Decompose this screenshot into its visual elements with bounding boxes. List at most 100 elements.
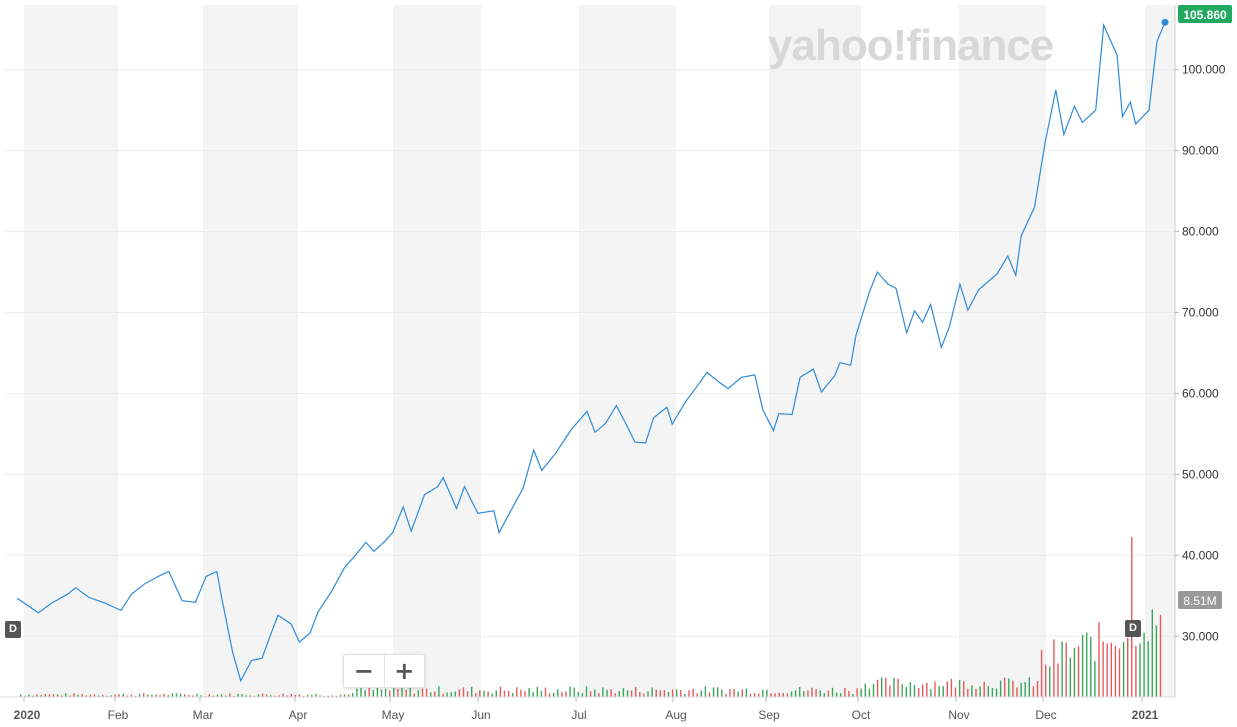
volume-bar bbox=[700, 690, 702, 697]
volume-bar bbox=[249, 695, 251, 697]
volume-bar bbox=[462, 687, 465, 697]
volume-bar bbox=[1081, 634, 1084, 697]
volume-bar bbox=[1151, 609, 1153, 697]
volume-bar bbox=[786, 693, 789, 697]
x-tick-label: Jul bbox=[571, 708, 586, 722]
volume-bar bbox=[356, 688, 358, 697]
volume-bar bbox=[1110, 642, 1112, 697]
volume-bar bbox=[946, 681, 948, 697]
volume-bar bbox=[1004, 677, 1006, 697]
volume-bar bbox=[741, 689, 743, 697]
volume-bar bbox=[147, 694, 149, 697]
volume-bar bbox=[352, 693, 354, 697]
volume-bar bbox=[20, 694, 22, 697]
volume-bar bbox=[876, 679, 879, 697]
volume-bar bbox=[397, 688, 399, 697]
volume-bar bbox=[577, 691, 579, 697]
volume-bar bbox=[614, 693, 616, 697]
volume-bar bbox=[647, 691, 649, 697]
volume-bar bbox=[73, 693, 75, 697]
volume-bar bbox=[860, 688, 862, 697]
zoom-in-button[interactable]: + bbox=[383, 655, 425, 687]
volume-bar bbox=[1143, 632, 1145, 697]
volume-bar bbox=[725, 693, 727, 697]
volume-bar bbox=[1147, 641, 1149, 697]
volume-bar bbox=[261, 693, 264, 697]
volume-bar bbox=[926, 682, 928, 697]
volume-bar bbox=[602, 687, 604, 697]
month-band bbox=[24, 5, 118, 697]
volume-bar bbox=[1024, 682, 1026, 697]
volume-bar bbox=[1073, 647, 1076, 697]
volume-bar bbox=[421, 688, 424, 697]
price-line bbox=[16, 22, 1166, 683]
volume-bar bbox=[52, 694, 55, 697]
volume-bar bbox=[655, 689, 657, 697]
volume-badge-text: 8.51M bbox=[1183, 594, 1216, 608]
dividend-badge[interactable]: D bbox=[5, 621, 21, 638]
volume-bar bbox=[401, 688, 403, 697]
volume-bar bbox=[118, 694, 120, 697]
volume-bar bbox=[1114, 646, 1117, 697]
volume-bar bbox=[717, 687, 719, 697]
volume-bar bbox=[524, 691, 526, 697]
volume-bar bbox=[491, 693, 493, 697]
volume-bar bbox=[958, 680, 961, 697]
volume-bar bbox=[766, 689, 768, 697]
volume-bar bbox=[557, 689, 559, 697]
volume-bar bbox=[61, 695, 63, 697]
volume-bar bbox=[1028, 677, 1030, 697]
volume-bar bbox=[745, 688, 748, 697]
price-badge-text: 105.860 bbox=[1183, 8, 1227, 22]
volume-bar bbox=[1094, 661, 1096, 697]
volume-bar bbox=[196, 693, 198, 697]
volume-bar bbox=[229, 693, 231, 697]
y-tick-label: 100.000 bbox=[1182, 63, 1226, 77]
volume-bar bbox=[487, 691, 489, 697]
volume-bar bbox=[1139, 643, 1141, 697]
volume-bar bbox=[307, 694, 309, 697]
volume-bar bbox=[1127, 638, 1129, 697]
volume-bar bbox=[881, 677, 883, 697]
volume-bar bbox=[36, 694, 38, 697]
volume-bar bbox=[499, 686, 502, 697]
volume-bar bbox=[28, 694, 30, 697]
volume-bar bbox=[1155, 625, 1158, 697]
volume-bar bbox=[507, 690, 510, 697]
volume-bar bbox=[942, 686, 944, 697]
dividend-badge[interactable]: D bbox=[1125, 620, 1141, 637]
volume-bar bbox=[458, 689, 461, 697]
volume-bar bbox=[589, 691, 592, 697]
zoom-out-button[interactable]: − bbox=[353, 657, 374, 685]
volume-bar bbox=[803, 691, 805, 697]
volume-bar bbox=[319, 695, 321, 697]
volume-bar bbox=[212, 695, 215, 697]
volume-bar bbox=[179, 693, 182, 697]
volume-bar bbox=[294, 694, 297, 697]
volume-bar bbox=[1090, 637, 1092, 697]
volume-bar bbox=[753, 693, 756, 697]
volume-bar bbox=[864, 683, 866, 697]
volume-bar bbox=[848, 690, 850, 697]
volume-bar bbox=[56, 694, 59, 697]
volume-bar bbox=[684, 694, 686, 697]
volume-bar bbox=[639, 692, 641, 697]
volume-bar bbox=[425, 688, 428, 697]
volume-bar bbox=[442, 693, 444, 697]
volume-bar bbox=[85, 695, 87, 697]
volume-bar bbox=[573, 687, 575, 697]
volume-bar bbox=[1065, 642, 1067, 697]
volume-bar bbox=[630, 690, 633, 697]
volume-bar bbox=[233, 695, 235, 697]
volume-bar bbox=[594, 689, 596, 697]
volume-bar bbox=[278, 695, 280, 697]
volume-bar bbox=[270, 695, 272, 697]
x-tick-label: 2021 bbox=[1132, 708, 1159, 722]
volume-bar bbox=[758, 693, 760, 697]
volume-bar bbox=[622, 688, 625, 697]
volume-bar bbox=[737, 691, 739, 697]
volume-bars bbox=[20, 537, 1162, 697]
volume-bar bbox=[663, 690, 666, 697]
volume-bar bbox=[1098, 621, 1100, 697]
